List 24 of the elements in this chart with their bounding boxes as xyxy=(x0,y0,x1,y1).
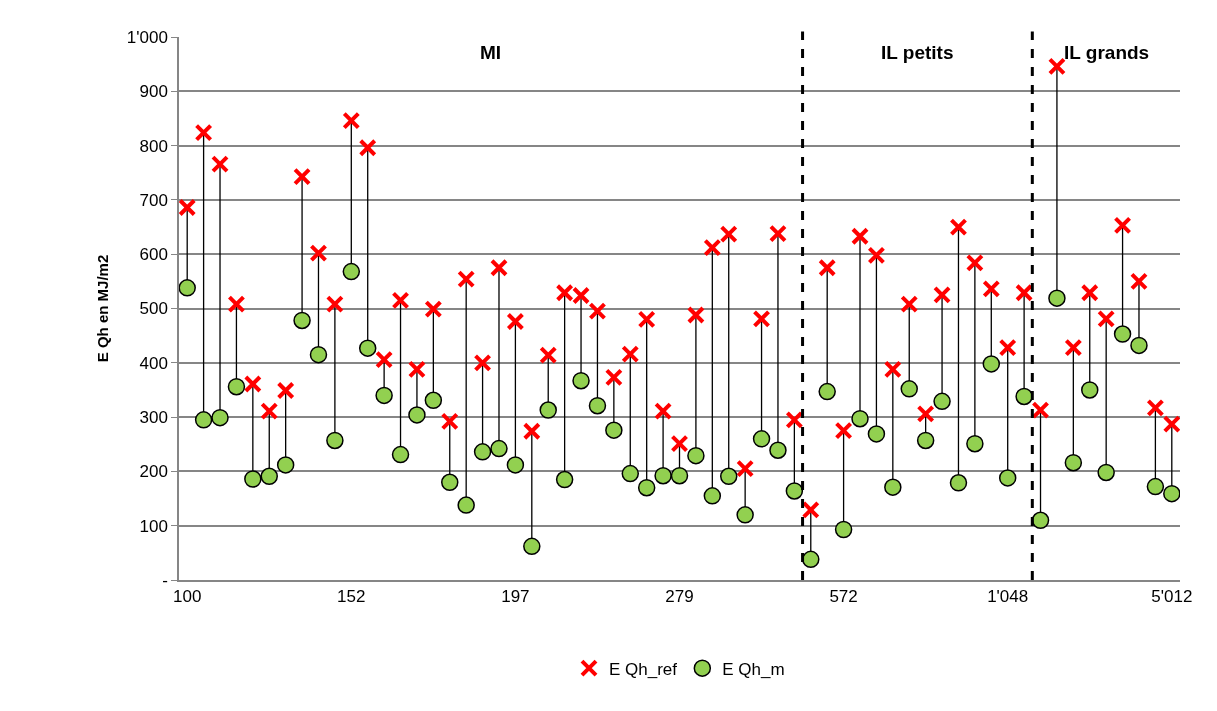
y-tick-label: 1'000 xyxy=(126,27,168,47)
y-axis-title: E Qh en MJ/m2 xyxy=(93,254,111,363)
x-tick-label: 100 xyxy=(173,587,202,607)
y-tick-label: 800 xyxy=(139,136,168,156)
annotation: IL petits xyxy=(881,42,954,63)
annotation: IL grands xyxy=(1064,42,1150,63)
legend-label: E Qh_ref xyxy=(609,659,678,679)
x-tick-label: 197 xyxy=(501,587,530,607)
x-tick-label: 152 xyxy=(337,587,366,607)
legend-label: E Qh_m xyxy=(722,659,785,679)
y-tick-label: 100 xyxy=(139,516,168,536)
y-tick-label: 500 xyxy=(139,299,168,319)
x-tick-label: 5'012 xyxy=(1151,587,1193,607)
annotation: MI xyxy=(480,42,502,63)
x-tick-label: 279 xyxy=(665,587,694,607)
y-tick-label: 700 xyxy=(139,190,168,210)
y-tick-label: 400 xyxy=(139,353,168,373)
y-tick-label: 200 xyxy=(139,462,168,482)
y-tick-label: 300 xyxy=(139,408,168,428)
y-tick-label: 600 xyxy=(139,245,168,265)
x-tick-label: 572 xyxy=(829,587,858,607)
x-tick-label: 1'048 xyxy=(987,587,1029,607)
y-tick-label: - xyxy=(162,570,168,590)
y-tick-label: 900 xyxy=(139,82,168,102)
